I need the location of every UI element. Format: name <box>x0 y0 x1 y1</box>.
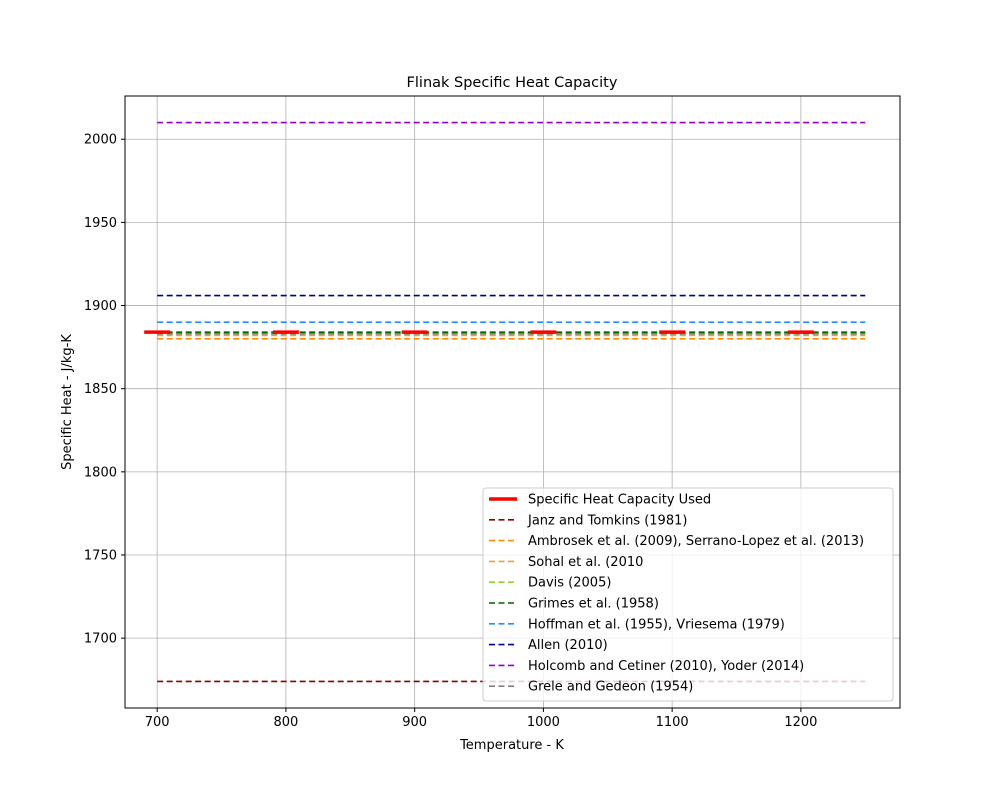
legend-label: Sohal et al. (2010 <box>528 555 643 570</box>
y-tick-label: 1950 <box>84 216 117 231</box>
x-tick-label: 700 <box>145 715 170 730</box>
legend-label: Ambrosek et al. (2009), Serrano-Lopez et… <box>528 534 864 549</box>
chart-title: Flinak Specific Heat Capacity <box>407 75 618 91</box>
y-tick-label: 1800 <box>84 465 117 480</box>
x-tick-label: 1200 <box>784 715 817 730</box>
y-axis-ticks: 1700 1750 1800 1850 1900 1950 2000 <box>84 133 125 647</box>
legend-label: Allen (2010) <box>528 638 608 653</box>
x-tick-label: 900 <box>402 715 427 730</box>
legend-label: Specific Heat Capacity Used <box>528 493 711 508</box>
legend-label: Hoffman et al. (1955), Vriesema (1979) <box>528 617 785 632</box>
x-tick-label: 800 <box>274 715 299 730</box>
plot-area-frame <box>124 95 901 709</box>
legend-label: Davis (2005) <box>528 576 611 591</box>
legend-label: Grele and Gedeon (1954) <box>528 680 693 695</box>
y-tick-label: 1750 <box>84 549 117 564</box>
grid <box>125 96 900 708</box>
x-tick-label: 1000 <box>527 715 560 730</box>
legend-label: Grimes et al. (1958) <box>528 597 659 612</box>
x-axis-ticks: 700 800 900 1000 1100 1200 <box>145 708 817 730</box>
y-axis-label: Specific Heat - J/kg-K <box>60 334 75 470</box>
legend-box <box>482 487 894 702</box>
y-tick-label: 1700 <box>84 632 117 647</box>
legend-label: Holcomb and Cetiner (2010), Yoder (2014) <box>528 659 804 674</box>
legend-label: Janz and Tomkins (1981) <box>527 513 687 528</box>
x-axis-label: Temperature - K <box>459 738 564 753</box>
y-tick-label: 1850 <box>84 382 117 397</box>
y-tick-label: 2000 <box>84 133 117 148</box>
x-tick-label: 1100 <box>656 715 689 730</box>
y-tick-label: 1900 <box>84 299 117 314</box>
legend: Specific Heat Capacity Used Janz and Tomk… <box>482 487 894 702</box>
